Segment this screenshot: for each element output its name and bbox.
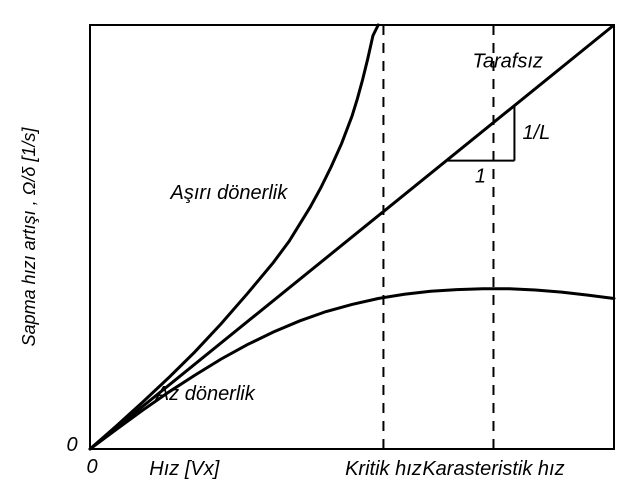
x-axis-label: Hız [Vx] — [149, 458, 219, 480]
origin-x-label: 0 — [86, 456, 97, 478]
slope-run-label: 1 — [475, 166, 486, 188]
label-neutral: Tarafsız — [473, 50, 543, 72]
xtick-label-0: Kritik hız — [345, 458, 422, 480]
y-axis-label: Sapma hızı artışı , Ω/δ [1/s] — [19, 127, 39, 347]
label-oversteer: Aşırı dönerlik — [170, 182, 289, 204]
xtick-label-1: Karasteristik hız — [422, 458, 564, 480]
label-understeer: Az dönerlik — [155, 383, 256, 405]
origin-y-label: 0 — [66, 434, 77, 456]
chart-bg — [0, 0, 634, 504]
slope-rise-label: 1/L — [522, 122, 550, 144]
yaw-rate-gain-chart: Kritik hızKarasteristik hız 1 1/L Aşırı dön… — [0, 0, 634, 504]
